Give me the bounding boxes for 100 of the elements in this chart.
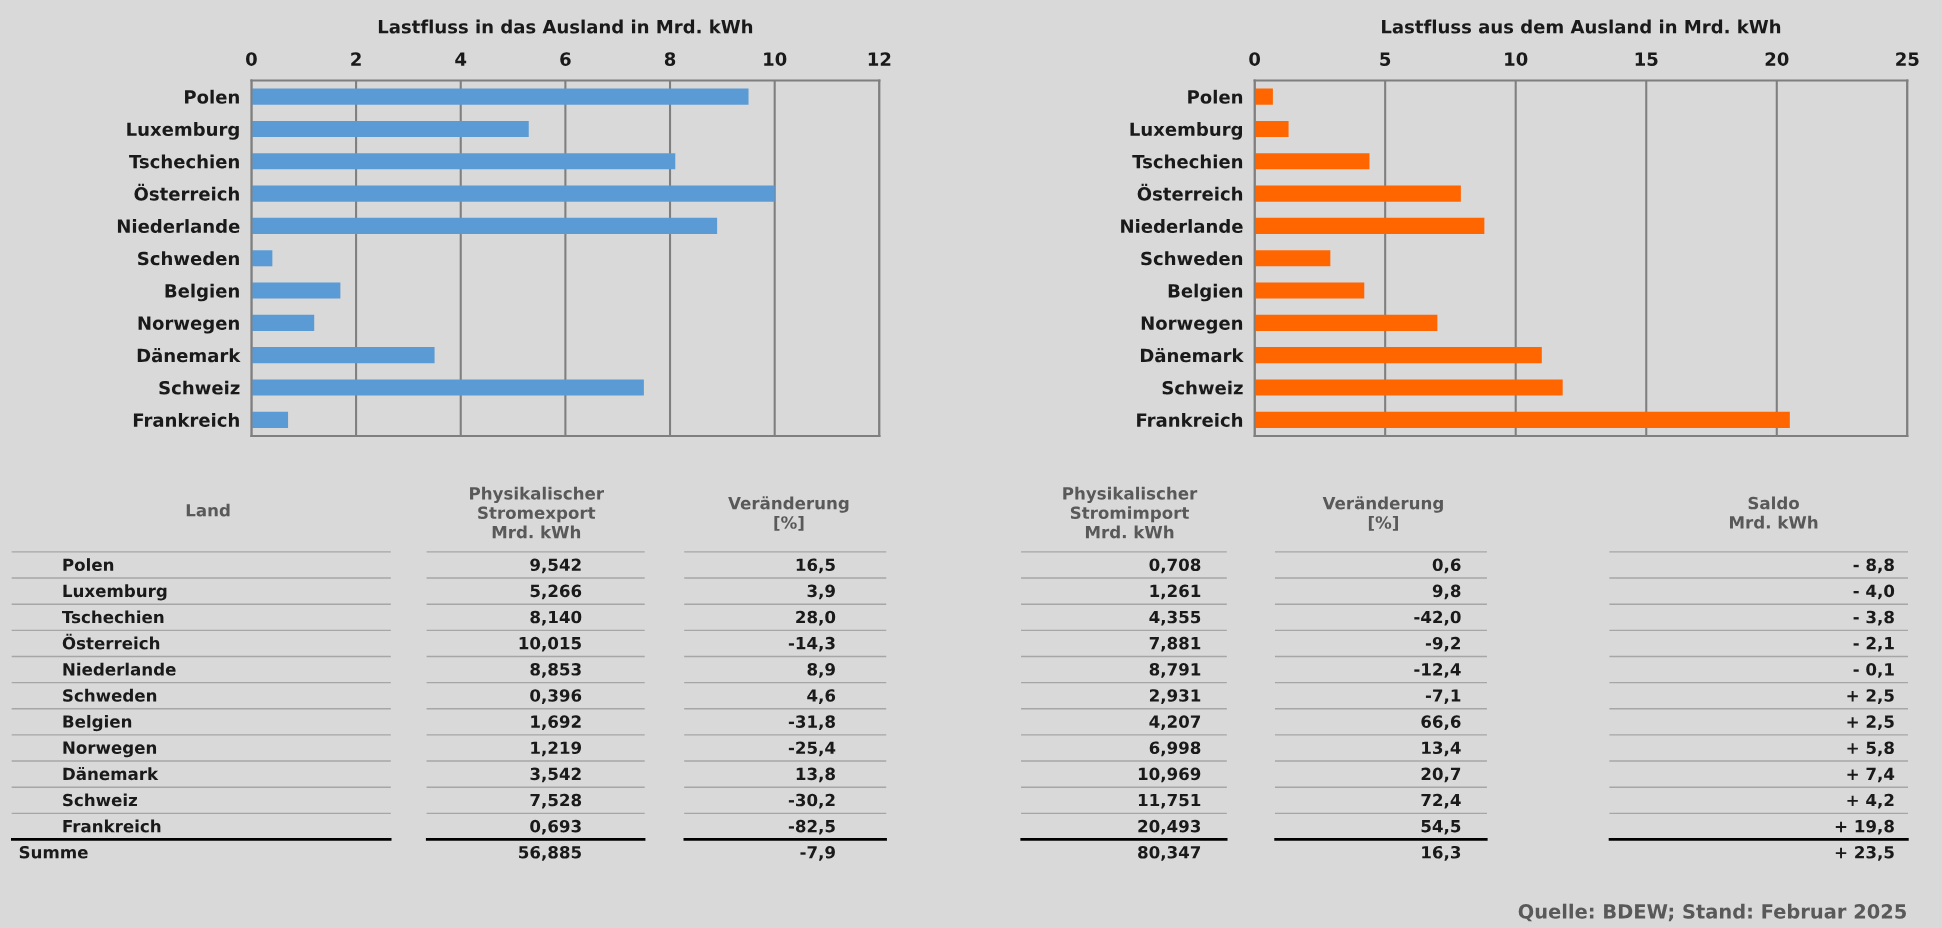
x-tick-label: 10 (1505, 52, 1528, 66)
x-tick-label: 12 (868, 52, 891, 66)
chart-title: Lastfluss in das Ausland in Mrd. kWh (378, 19, 753, 34)
y-tick-label: Polen (185, 89, 239, 104)
x-tick-label: 20 (1765, 52, 1789, 66)
bar (251, 120, 529, 138)
data-label: 16,3 (1422, 845, 1461, 861)
data-label: 9,8 (1432, 584, 1461, 600)
bar (1254, 120, 1289, 138)
data-label: 11,751 (1138, 793, 1201, 809)
x-tick-label: 6 (560, 52, 571, 66)
category-label: Luxemburg (63, 584, 167, 601)
category-label: Belgien (63, 714, 132, 732)
y-tick-label: Schweden (1141, 251, 1243, 266)
data-label: 1,692 (531, 715, 581, 731)
bar (1254, 282, 1365, 299)
data-label: 10,015 (519, 636, 581, 652)
data-label: 16,5 (796, 558, 835, 574)
category-label: Polen (63, 558, 114, 572)
data-label: 56,885 (519, 845, 581, 861)
data-label: - 4,0 (1853, 584, 1895, 600)
bar (251, 153, 676, 170)
category-label: Niederlande (63, 662, 176, 676)
x-tick-label: 10 (764, 52, 787, 66)
bar (251, 217, 718, 234)
bar (1254, 185, 1461, 202)
category-label: Dänemark (63, 767, 159, 781)
bar (251, 88, 749, 105)
data-label: 0,708 (1149, 558, 1201, 574)
y-tick-label: Schweiz (1162, 380, 1243, 395)
category-label: Schweden (63, 688, 157, 702)
x-tick-label: 4 (455, 52, 467, 66)
data-label: -12,4 (1414, 663, 1461, 678)
data-label: 1,219 (531, 741, 582, 757)
y-tick-label: Tschechien (1132, 154, 1243, 169)
data-label: -82,5 (788, 819, 835, 835)
category-label: Schweiz (63, 793, 137, 807)
data-label: - 0,1 (1853, 663, 1894, 678)
x-tick-label: 25 (1896, 52, 1919, 66)
text: Physikalischer Stromexport Mrd. kWh (470, 486, 604, 539)
bar (251, 282, 341, 299)
data-label: 6,998 (1149, 741, 1201, 757)
data-label: 0,693 (530, 819, 581, 835)
data-label: + 23,5 (1835, 845, 1894, 861)
data-label: + 2,5 (1847, 689, 1894, 704)
data-label: - 3,8 (1853, 610, 1894, 626)
y-tick-label: Dänemark (137, 348, 241, 363)
x-tick-label: 0 (1249, 52, 1261, 66)
y-tick-label: Schweiz (159, 380, 240, 395)
data-label: -7,1 (1425, 689, 1461, 704)
data-label: 7,881 (1149, 636, 1201, 652)
bar (1254, 347, 1542, 364)
bar (1254, 88, 1273, 105)
y-tick-label: Belgien (1168, 283, 1243, 302)
data-label: -30,2 (788, 793, 835, 809)
data-label: 28,0 (796, 610, 836, 626)
data-label: 5,266 (530, 584, 582, 600)
data-label: 4,6 (807, 689, 836, 704)
y-tick-label: Niederlande (1121, 219, 1243, 234)
y-tick-label: Norwegen (138, 316, 239, 334)
y-tick-label: Tschechien (129, 154, 239, 169)
y-tick-label: Luxemburg (1130, 122, 1242, 140)
text: Veränderung [%] (728, 496, 849, 531)
bar (1254, 411, 1790, 428)
bar (251, 411, 289, 428)
data-label: 13,8 (796, 767, 835, 783)
bar (1254, 314, 1438, 331)
data-label: 10,969 (1138, 767, 1201, 783)
data-label: 80,347 (1138, 845, 1201, 861)
data-label: 4,355 (1149, 610, 1201, 626)
text: Saldo Mrd. kWh (1729, 496, 1818, 529)
data-label: + 4,2 (1847, 793, 1894, 809)
x-tick-label: 5 (1380, 52, 1391, 66)
data-label: 1,261 (1150, 584, 1201, 600)
category-label: Norwegen (63, 741, 157, 758)
data-label: -9,2 (1425, 636, 1461, 652)
x-tick-label: 2 (351, 52, 361, 66)
data-label: - 2,1 (1853, 636, 1894, 652)
category-label: Frankreich (63, 819, 161, 833)
y-tick-label: Luxemburg (127, 122, 239, 140)
x-tick-label: 0 (246, 52, 257, 66)
data-label: 8,791 (1149, 663, 1201, 678)
text: Land (186, 503, 230, 517)
data-label: -31,8 (788, 715, 835, 731)
y-tick-label: Frankreich (133, 412, 239, 427)
data-label: + 5,8 (1847, 741, 1894, 757)
data-label: 2,931 (1149, 689, 1201, 704)
data-label: -14,3 (788, 636, 835, 652)
y-tick-label: Norwegen (1141, 316, 1243, 334)
data-label: 20,7 (1421, 767, 1461, 783)
y-tick-label: Polen (1188, 89, 1243, 104)
data-label: - 8,8 (1853, 558, 1894, 574)
bar (1254, 153, 1370, 170)
data-label: 7,528 (530, 793, 582, 809)
data-label: 20,493 (1138, 819, 1201, 835)
bar (1254, 379, 1563, 396)
data-label: 9,542 (530, 558, 581, 574)
data-label: 3,9 (807, 584, 835, 600)
y-tick-label: Dänemark (1140, 348, 1244, 363)
data-label: 8,9 (807, 663, 835, 678)
